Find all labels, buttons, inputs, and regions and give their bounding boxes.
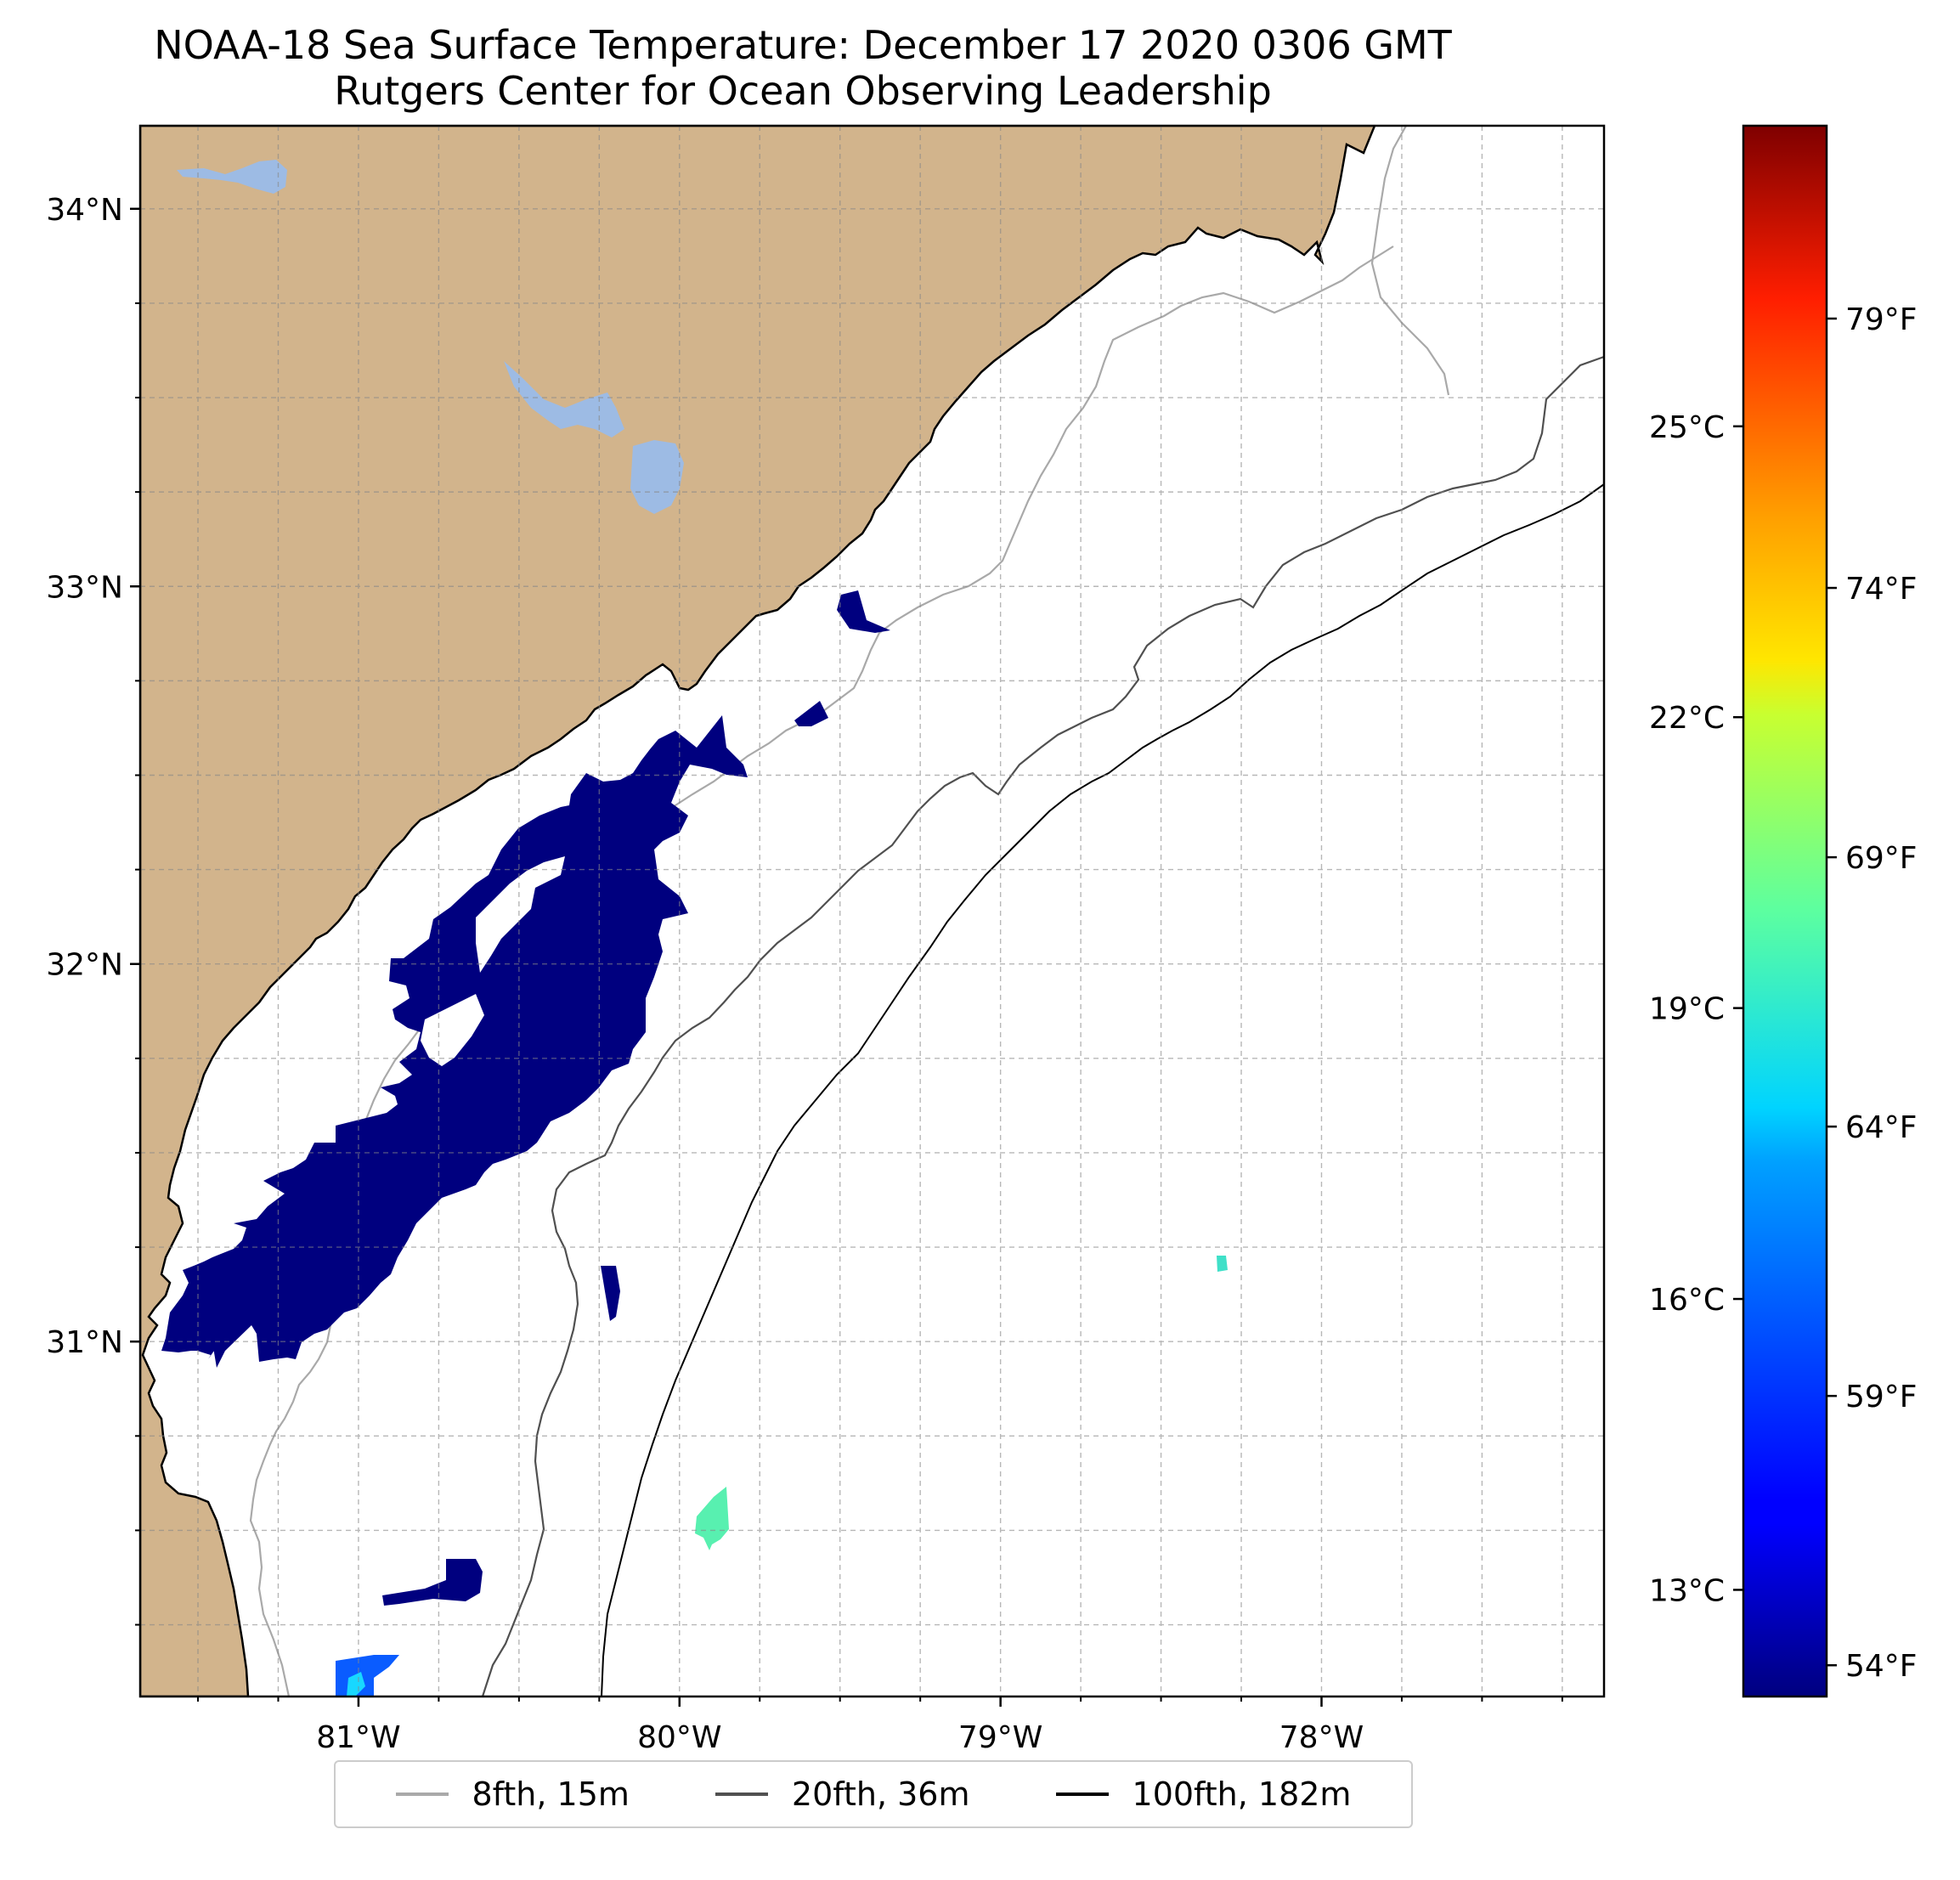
- lake-marion: [504, 361, 624, 438]
- land-area: [140, 126, 1376, 1697]
- contour-100fth: [601, 483, 1604, 1697]
- sst-warmer-patches: [336, 1256, 1228, 1697]
- map-title: NOAA-18 Sea Surface Temperature: Decembe…: [154, 22, 1452, 68]
- lat-tick-label: 34°N: [46, 193, 123, 228]
- legend-label-20fth: 20fth, 36m: [791, 1776, 970, 1813]
- colorbar-fahrenheit-label: 54°F: [1845, 1649, 1918, 1684]
- colorbar: [1742, 124, 1828, 1698]
- colorbar-fahrenheit-label: 69°F: [1845, 841, 1918, 876]
- sst-map-figure: 34°N 33°N 32°N 31°N 81°W 80°W 79°W 78°W 13°C 16…: [46, 124, 1918, 1750]
- sst-cold-patches: [161, 590, 890, 1606]
- lon-tick-label: 78°W: [1279, 1720, 1364, 1750]
- legend-item-20fth: 20fth, 36m: [715, 1776, 970, 1813]
- legend-item-100fth: 100fth, 182m: [1055, 1776, 1352, 1813]
- map-subtitle: Rutgers Center for Ocean Observing Leade…: [334, 68, 1272, 114]
- lat-tick-label: 32°N: [46, 948, 123, 983]
- legend-swatch-8fth: [395, 1792, 449, 1796]
- colorbar-fahrenheit-label: 64°F: [1845, 1110, 1918, 1145]
- contour-20fth: [481, 355, 1604, 1697]
- lat-tick-label: 33°N: [46, 570, 123, 605]
- colorbar-fahrenheit-label: 59°F: [1845, 1380, 1918, 1414]
- colorbar-celsius-label: 25°C: [1649, 410, 1725, 445]
- lon-tick-label: 81°W: [316, 1720, 400, 1750]
- depth-contour-legend: 8fth, 15m 20fth, 36m 100fth, 182m: [334, 1760, 1413, 1828]
- latitude-axis: 34°N 33°N 32°N 31°N: [46, 193, 140, 1626]
- legend-label-8fth: 8fth, 15m: [472, 1776, 630, 1813]
- colorbar-fahrenheit-label: 74°F: [1845, 572, 1918, 607]
- colorbar-fahrenheit-label: 79°F: [1845, 302, 1918, 337]
- legend-swatch-20fth: [715, 1792, 768, 1796]
- lake-wateree-top: [177, 160, 287, 194]
- longitude-axis: 81°W 80°W 79°W 78°W: [197, 1697, 1563, 1750]
- colorbar-celsius-label: 13°C: [1649, 1573, 1725, 1608]
- colorbar-celsius-label: 19°C: [1649, 992, 1725, 1027]
- map-gridlines: [140, 126, 1604, 1697]
- lon-tick-label: 80°W: [637, 1720, 721, 1750]
- colorbar-celsius-label: 16°C: [1649, 1283, 1725, 1318]
- legend-item-8fth: 8fth, 15m: [395, 1776, 630, 1813]
- map-panel: [140, 126, 1604, 1697]
- lat-tick-label: 31°N: [46, 1325, 123, 1360]
- colorbar-fahrenheit-axis: 54°F 59°F 64°F 69°F 74°F 79°F: [1827, 302, 1918, 1684]
- lon-tick-label: 79°W: [958, 1720, 1042, 1750]
- legend-label-100fth: 100fth, 182m: [1132, 1776, 1352, 1813]
- colorbar-celsius-axis: 13°C 16°C 19°C 22°C 25°C: [1649, 410, 1743, 1608]
- map-frame: [138, 124, 1606, 1698]
- lake-moultrie: [630, 440, 684, 514]
- colorbar-celsius-label: 22°C: [1649, 701, 1725, 736]
- legend-swatch-100fth: [1055, 1792, 1109, 1796]
